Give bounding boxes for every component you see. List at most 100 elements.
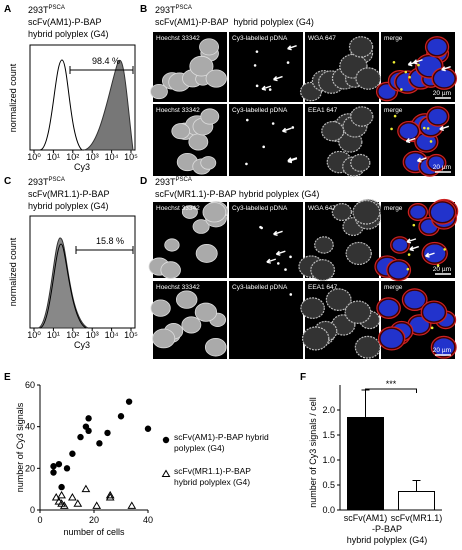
cell-outline: [300, 297, 325, 319]
point: [58, 483, 65, 491]
arrow: [266, 258, 277, 264]
point: [85, 427, 92, 435]
signal: [412, 223, 416, 227]
channel-label: WGA 647: [308, 35, 336, 42]
signal: [423, 126, 426, 130]
x-tick-label: scFv(AM1): [344, 513, 388, 523]
panel-title: scFv(AM1)-P-BAP hybrid polyplex (G4): [155, 17, 314, 27]
nucleus: [380, 329, 403, 348]
scale-label: 20 µm: [433, 90, 451, 97]
nucleus: [399, 123, 418, 139]
signal: [408, 75, 411, 79]
arrow: [287, 45, 297, 51]
point: [117, 413, 125, 420]
point: [59, 501, 69, 509]
panel-label: E: [4, 372, 11, 383]
nucleus: [189, 55, 214, 77]
nucleus: [150, 299, 171, 317]
micrograph: [229, 32, 303, 102]
cell-line-sup: PSCA: [176, 5, 192, 11]
channel-label: merge: [384, 107, 403, 114]
y-tick-label: 20: [25, 463, 35, 473]
nucleus: [200, 156, 217, 170]
gate: [69, 66, 134, 74]
x-ticks: 10⁰ 10¹ 10² 10³ 10⁴ 10⁵: [27, 150, 138, 162]
point: [144, 425, 152, 432]
panel-label: B: [140, 4, 147, 15]
signal: [406, 267, 410, 271]
panel-text: hybrid polyplex (G4): [28, 201, 109, 211]
channel-label: merge: [384, 205, 403, 212]
point: [161, 469, 171, 477]
point: [73, 499, 83, 507]
cell-outline: [310, 259, 336, 282]
signal: [284, 268, 287, 271]
signal: [289, 255, 292, 259]
arrow: [439, 125, 450, 131]
cell-outline: [350, 106, 374, 127]
signal: [429, 140, 433, 143]
scatter-chart: 0 20 40 60 0 20 40 number of cells number of Cy3…: [15, 380, 269, 537]
nucleus: [188, 133, 209, 151]
nucleus: [428, 108, 447, 125]
channel-label: Cy3-labelled pDNA: [232, 107, 288, 114]
signal: [404, 70, 408, 74]
cell-line-sup: PSCA: [176, 177, 192, 183]
signal: [276, 262, 280, 265]
significance: ***: [386, 379, 397, 389]
panel-title: scFv(MR1.1)-P-BAP hybrid polyplex (G4): [155, 189, 319, 199]
nucleus: [194, 302, 218, 322]
signal: [262, 145, 265, 149]
micrograph: [229, 202, 303, 278]
signal: [245, 118, 249, 122]
nucleus: [200, 108, 220, 125]
x-tick-label: 10⁵: [124, 330, 138, 340]
arrow: [273, 75, 283, 82]
point: [92, 501, 102, 509]
nucleus: [409, 316, 429, 334]
point: [55, 460, 63, 468]
signal: [393, 114, 397, 118]
point: [51, 493, 61, 501]
point: [162, 436, 170, 444]
panel-text: scFv(AM1)-P-BAP: [28, 17, 102, 27]
y-tick-label: 1.5: [322, 430, 335, 440]
y-tick-label: 1.0: [322, 455, 335, 465]
nucleus: [160, 261, 181, 279]
histogram-control: [39, 59, 84, 151]
x-tick-label: 10²: [66, 330, 79, 340]
x-tick-label: 0: [37, 515, 42, 525]
cell-outline: [331, 203, 353, 222]
micrograph: [229, 104, 303, 176]
legend-entry: scFv(AM1)-P-BAP hybrid polyplex (G4): [174, 432, 269, 453]
channel-label: EEA1 647: [308, 284, 338, 291]
point: [57, 490, 66, 499]
nucleus: [199, 38, 220, 56]
x-tick-label: 10³: [86, 330, 99, 340]
nucleus: [378, 299, 399, 317]
signal: [286, 61, 290, 64]
cell-line-name: 293T: [28, 177, 49, 187]
scale-label: 20 µm: [433, 266, 451, 273]
x-tick-label: 10⁴: [105, 152, 119, 162]
arrow: [287, 157, 298, 164]
signal: [443, 248, 446, 251]
panel-label: A: [4, 4, 11, 15]
histogram-sample: [83, 59, 134, 151]
cell-line-sup: PSCA: [49, 177, 65, 183]
panel-label: D: [140, 176, 147, 187]
point: [104, 429, 111, 437]
signal: [392, 60, 396, 64]
nucleus: [150, 83, 168, 100]
x-tick-label: 20: [89, 515, 99, 525]
arrow: [281, 127, 292, 133]
legend-label: scFv(MR1.1)-P-BAP hybrid polyplex (G4): [174, 466, 251, 487]
x-axis-label: -P-BAP: [372, 524, 402, 534]
point: [50, 463, 57, 470]
arrow: [409, 245, 420, 252]
point: [105, 493, 115, 501]
cell-outline: [352, 199, 381, 225]
histogram: 15.8 %: [29, 215, 136, 329]
nucleus: [175, 290, 198, 309]
